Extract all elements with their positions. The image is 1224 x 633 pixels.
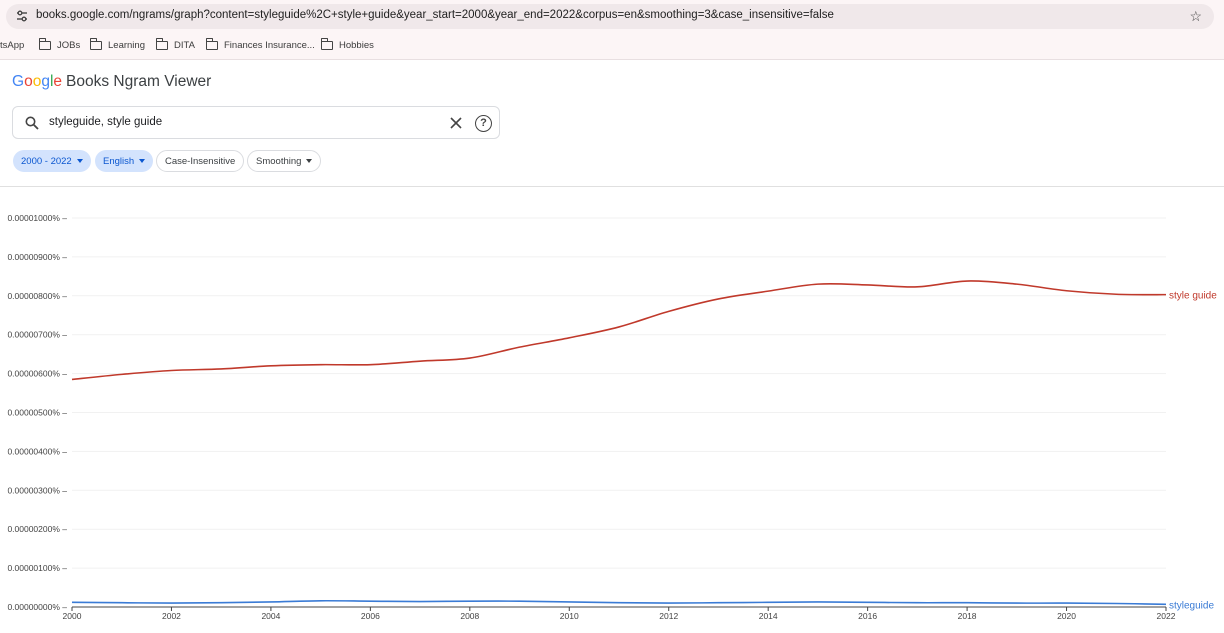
ngram-chart-svg: 0.00000000% – 0.00000100% – 0.00000200% – 0… (7, 213, 1217, 621)
bookmark-dita[interactable]: DITA (155, 36, 195, 54)
header-divider (0, 186, 1224, 187)
close-icon[interactable] (449, 116, 463, 130)
bookmark-whatsapp[interactable]: tsApp (0, 36, 24, 54)
folder-icon (155, 38, 168, 50)
folder-icon (89, 38, 102, 50)
series-line-styleguide (71, 599, 1167, 606)
bookmark-hobbies[interactable]: Hobbies (320, 36, 374, 54)
language-label: English (103, 155, 135, 167)
logo-letter: l (49, 73, 54, 90)
search-box[interactable]: ? (12, 106, 500, 139)
x-tick-label: 2014 (759, 611, 778, 621)
help-icon[interactable]: ? (475, 115, 492, 132)
bookmark-learning[interactable]: Learning (89, 36, 145, 54)
y-tick-label: 0.00000300% – (7, 485, 67, 495)
x-tick-label: 2020 (1057, 611, 1076, 621)
search-input[interactable] (49, 116, 429, 128)
bookmark-label: DITA (174, 39, 195, 51)
case-label: Case-Insensitive (165, 155, 236, 167)
y-tick-label: 0.00000600% – (7, 369, 67, 379)
x-tick-label: 2018 (958, 611, 977, 621)
bookmark-label: tsApp (0, 39, 25, 51)
y-tick-label: 0.00000200% – (7, 524, 67, 534)
bookmark-star-icon[interactable]: ☆ (1189, 8, 1202, 24)
bookmark-finances[interactable]: Finances Insurance... (205, 36, 315, 54)
browser-chrome: books.google.com/ngrams/graph?content=st… (0, 0, 1224, 60)
smoothing-dropdown[interactable]: Smoothing (247, 150, 322, 172)
x-tick-label: 2010 (560, 611, 579, 621)
language-dropdown[interactable]: English (95, 150, 154, 172)
site-settings-icon[interactable] (15, 9, 29, 23)
ngram-chart: 0.00000000% – 0.00000100% – 0.00000200% – 0… (0, 187, 1224, 633)
series-line-style-guide (71, 280, 1167, 381)
x-tick-label: 2002 (162, 611, 181, 621)
logo-letter: g (41, 73, 50, 90)
y-tick-label: 0.00000800% – (7, 291, 67, 301)
series-label: style guide (1169, 291, 1217, 302)
bookmark-label: JOBs (57, 39, 81, 51)
year-range-label: 2000 - 2022 (21, 155, 72, 167)
x-tick-label: 2004 (261, 611, 280, 621)
case-insensitive-toggle[interactable]: Case-Insensitive (156, 150, 245, 172)
folder-icon (38, 38, 51, 50)
bookmark-label: Hobbies (339, 39, 374, 51)
address-url[interactable]: books.google.com/ngrams/graph?content=st… (36, 9, 834, 21)
y-tick-label: 0.00000000% – (7, 602, 67, 612)
search-icon (25, 116, 39, 130)
bookmark-jobs[interactable]: JOBs (38, 36, 81, 54)
folder-icon (320, 38, 333, 50)
chevron-down-icon (139, 159, 146, 163)
x-tick-label: 2008 (460, 611, 479, 621)
chevron-down-icon (306, 159, 313, 163)
y-tick-label: 0.00000900% – (7, 252, 67, 262)
bookmark-label: Learning (108, 39, 145, 51)
bookmark-label: Finances Insurance... (224, 39, 315, 51)
google-books-logo[interactable]: Google Books Ngram Viewer (12, 73, 211, 91)
x-tick-label: 2016 (858, 611, 877, 621)
x-tick-label: 2022 (1157, 611, 1176, 621)
y-tick-label: 0.00000500% – (7, 408, 67, 418)
y-tick-label: 0.00000400% – (7, 446, 67, 456)
logo-letter: o (32, 73, 42, 90)
x-tick-label: 2006 (361, 611, 380, 621)
y-tick-label: 0.00001000% – (7, 213, 67, 223)
series-label: styleguide (1169, 600, 1214, 611)
smoothing-label: Smoothing (256, 155, 302, 167)
y-tick-label: 0.00000100% – (7, 563, 67, 573)
x-tick-label: 2012 (659, 611, 678, 621)
address-bar[interactable]: books.google.com/ngrams/graph?content=st… (6, 4, 1214, 29)
folder-icon (205, 38, 218, 50)
logo-letter: o (24, 73, 33, 90)
y-tick-label: 0.00000700% – (7, 330, 67, 340)
product-name: Books Ngram Viewer (66, 73, 212, 90)
bookmarks-bar: tsApp JOBs Learning DITA Finances Insura… (0, 36, 1224, 54)
year-range-dropdown[interactable]: 2000 - 2022 (13, 150, 91, 172)
chevron-down-icon (76, 159, 83, 163)
x-tick-label: 2000 (63, 611, 82, 621)
logo-letter: e (53, 73, 63, 90)
logo-letter: G (12, 73, 25, 90)
